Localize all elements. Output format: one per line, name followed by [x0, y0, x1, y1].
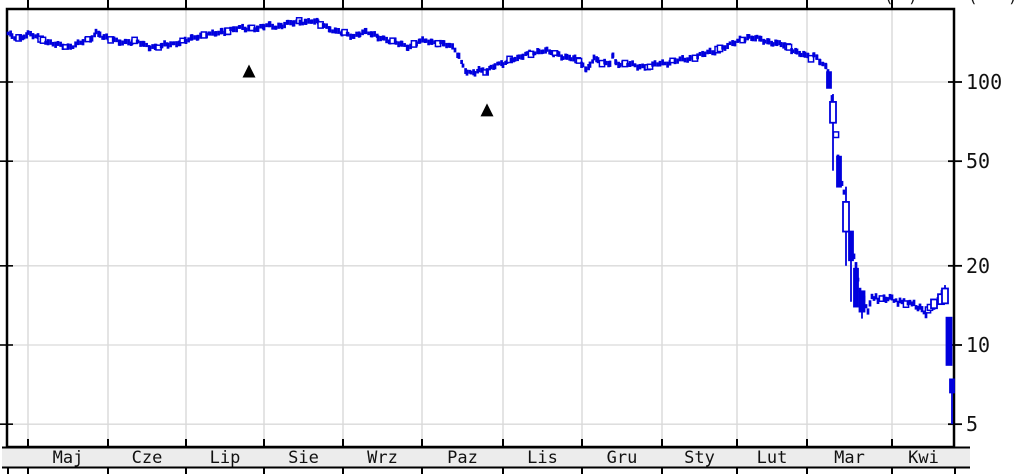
candle-solid [836, 155, 842, 188]
y-axis-labels: 100 50 20 10 5 [966, 70, 1002, 436]
event-markers [242, 64, 494, 117]
month-label: Lip [210, 448, 241, 468]
price-series [6, 17, 946, 319]
month-label: Gru [607, 448, 638, 468]
y-tick-label: 10 [966, 333, 990, 357]
triangle-up-marker [480, 103, 494, 117]
month-label: Sty [684, 448, 715, 468]
month-label: Mar [834, 448, 865, 468]
month-band: Maj Cze Lip Sie Wrz Paz Lis Gru Sty Lut Mar Kwi [2, 446, 970, 474]
month-label: Lis [527, 448, 558, 468]
y-tick-label: 100 [966, 70, 1002, 94]
clipped-title: () () [884, 0, 1018, 6]
candle-hollow [941, 287, 949, 305]
candle-hollow [842, 201, 850, 233]
candle-solid [858, 290, 866, 313]
candle-solid [826, 71, 832, 89]
clipped-title-fragment: ) [1008, 0, 1018, 6]
candle-solid [949, 378, 955, 394]
clipped-title-fragment: ( [884, 0, 894, 6]
candle-solid [848, 230, 854, 262]
y-tick-label: 5 [966, 412, 978, 436]
gridlines [8, 9, 954, 447]
y-tick-label: 20 [966, 254, 990, 278]
month-label: Kwi [908, 448, 939, 468]
crash-candles [826, 71, 955, 425]
clipped-title-fragment: ) [908, 0, 918, 6]
triangle-up-marker [242, 64, 256, 78]
month-label: Lut [757, 448, 788, 468]
candle-solid [853, 267, 859, 308]
candle-hollow [829, 101, 837, 124]
y-tick-label: 50 [966, 149, 990, 173]
candle-hollow [930, 298, 938, 310]
candle-solid [945, 316, 953, 366]
axis-ticks [0, 0, 962, 447]
month-label: Wrz [367, 448, 398, 468]
month-label: Sie [288, 448, 319, 468]
month-label: Paz [447, 448, 478, 468]
clipped-title-fragment: ( [968, 0, 978, 6]
month-label: Cze [132, 448, 163, 468]
month-label: Maj [53, 448, 84, 468]
